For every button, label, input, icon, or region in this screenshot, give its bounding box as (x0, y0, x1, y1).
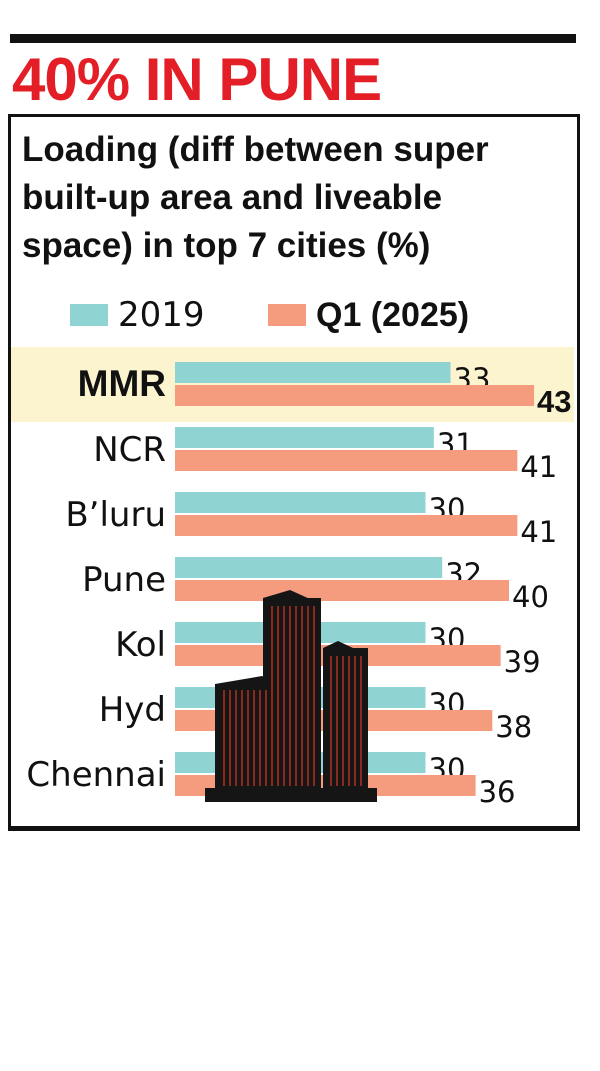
category-label-mmr: MMR (78, 363, 166, 404)
value-label-pune-q1-2025-: 40 (512, 580, 549, 614)
value-label-ncr-q1-2025-: 41 (520, 450, 557, 484)
legend-item-2019: 2019 (70, 295, 205, 335)
top-rule (10, 34, 576, 43)
bar-mmr-q1-2025- (175, 385, 535, 406)
value-label-chennai-q1-2025-: 36 (479, 775, 516, 809)
category-label-b-luru: B’luru (65, 495, 166, 535)
value-label-b-luru-q1-2025-: 41 (520, 515, 557, 549)
building-right-roof-illustration (323, 641, 368, 655)
legend-item-2025: Q1 (2025) (268, 295, 469, 335)
legend-label-2025: Q1 (2025) (316, 296, 470, 334)
bar-b-luru-2019 (175, 492, 426, 513)
category-label-hyd: Hyd (99, 690, 166, 730)
category-label-chennai: Chennai (26, 755, 166, 795)
bar-pune-2019 (175, 557, 443, 578)
bar-ncr-q1-2025- (175, 450, 518, 471)
category-label-pune: Pune (82, 560, 166, 600)
chart-subtitle: Loading (diff between super built-up are… (22, 130, 489, 265)
category-label-ncr: NCR (93, 430, 166, 470)
building-tall-roof-illustration (263, 590, 321, 604)
category-label-kol: Kol (115, 625, 166, 665)
bar-b-luru-q1-2025- (175, 515, 518, 536)
headline: 40% IN PUNE (12, 46, 382, 113)
value-label-kol-q1-2025-: 39 (504, 645, 541, 679)
highlight-band-mmr (11, 347, 574, 422)
value-label-hyd-q1-2025-: 38 (495, 710, 532, 744)
chart-frame (8, 114, 580, 831)
value-label-mmr-q1-2025-: 43 (537, 384, 571, 419)
bar-ncr-2019 (175, 427, 434, 448)
building-left-roof-illustration (215, 676, 278, 684)
legend-swatch-2019 (70, 304, 108, 326)
legend-swatch-2025 (268, 304, 306, 326)
legend-label-2019: 2019 (118, 295, 205, 335)
bar-mmr-2019 (175, 362, 451, 383)
building-base-illustration (205, 788, 377, 802)
bar-pune-q1-2025- (175, 580, 509, 601)
